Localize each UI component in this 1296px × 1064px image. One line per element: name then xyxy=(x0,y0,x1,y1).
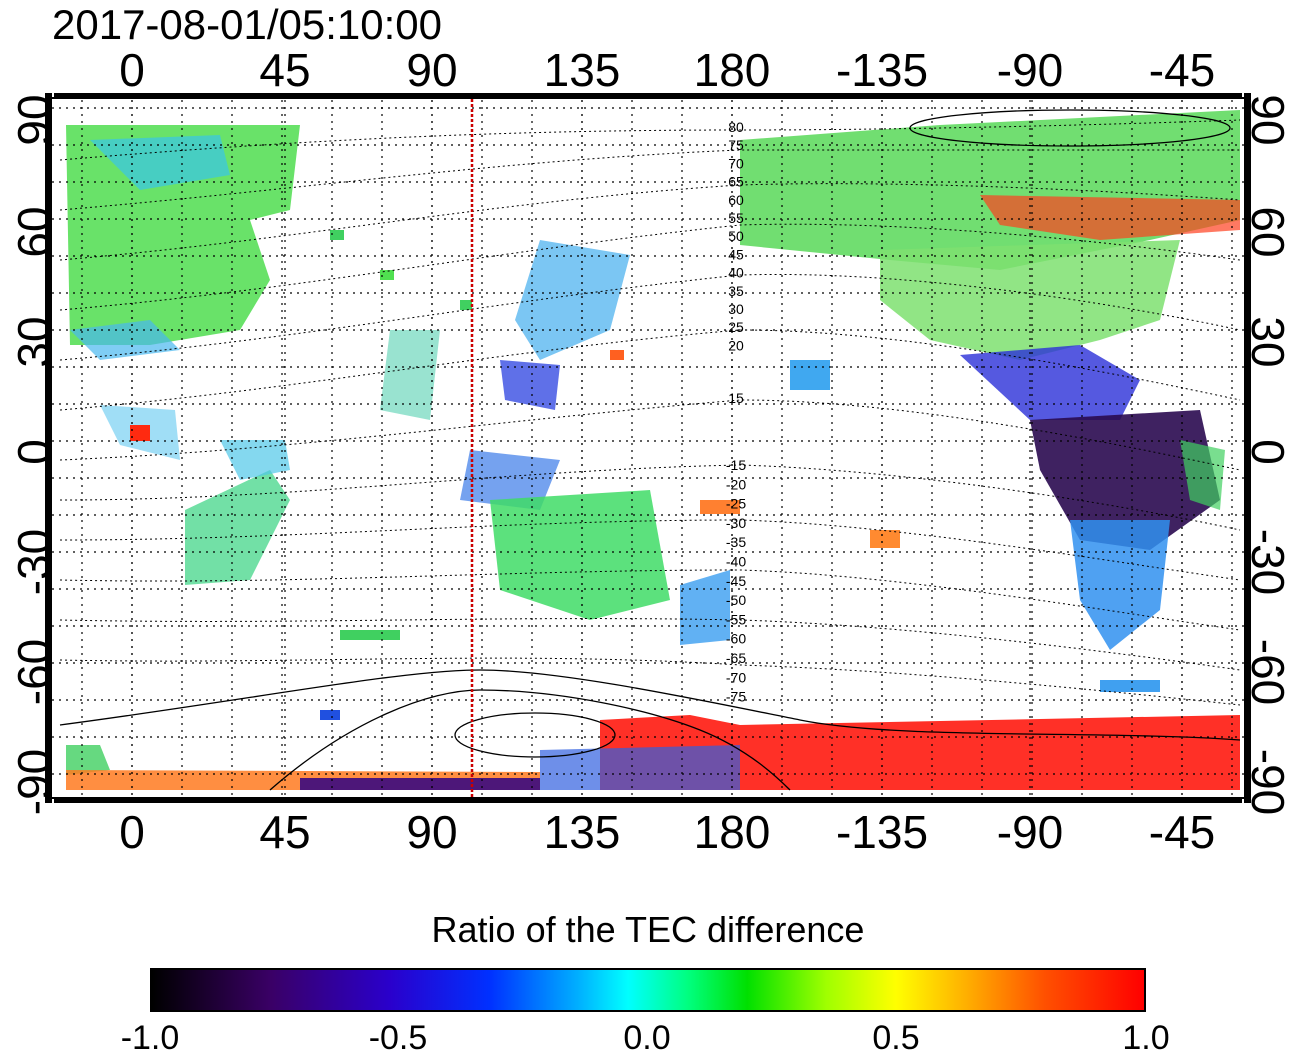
lat-tick-label-right: 90 xyxy=(1242,94,1294,145)
lon-tick-label: 45 xyxy=(259,44,310,96)
contour-label: 55 xyxy=(728,210,744,226)
lat-tick-label-left: 0 xyxy=(8,439,60,465)
contour-label: 15 xyxy=(728,390,744,406)
contour-label: -45 xyxy=(726,573,746,589)
lat-tick-label-left: -90 xyxy=(8,749,60,815)
lon-tick-label: 135 xyxy=(544,44,621,96)
contour-label: -40 xyxy=(726,554,746,570)
lon-tick-label: -90 xyxy=(997,44,1063,96)
lon-tick-label: 0 xyxy=(119,44,145,96)
contour-label: -35 xyxy=(726,534,746,550)
lon-tick-label: 180 xyxy=(694,44,771,96)
lat-tick-label-right: 60 xyxy=(1242,206,1294,257)
contour-label: -75 xyxy=(726,689,746,705)
lon-tick-label: -45 xyxy=(1149,44,1215,96)
lat-lon-grid xyxy=(52,100,1244,796)
contour-label: 25 xyxy=(728,319,744,335)
contour-label: 50 xyxy=(728,228,744,244)
contour-label: 30 xyxy=(728,301,744,317)
lon-tick-label: 0 xyxy=(119,806,145,858)
colorbar-title: Ratio of the TEC difference xyxy=(431,909,865,950)
lon-tick-label: 45 xyxy=(259,806,310,858)
contour-label: 75 xyxy=(728,137,744,153)
tec-data-regions xyxy=(66,110,1240,790)
contour-label: -55 xyxy=(726,611,746,627)
map-title: 2017-08-01/05:10:00 xyxy=(52,1,442,48)
lon-bottom-labels: 0 45 90 135 180 -135 -90 -45 xyxy=(119,806,1215,858)
contour-label: 80 xyxy=(728,119,744,135)
contour-label: 45 xyxy=(728,246,744,262)
lon-tick-label: 90 xyxy=(406,806,457,858)
colorbar xyxy=(150,968,1146,1012)
lon-tick-label: -135 xyxy=(836,806,928,858)
contour-label: -60 xyxy=(726,631,746,647)
lon-tick-label: -90 xyxy=(997,806,1063,858)
lat-left-labels: 90 60 30 0 -30 -60 -90 xyxy=(8,94,60,815)
lon-tick-label: -45 xyxy=(1149,806,1215,858)
lat-tick-label-right: -60 xyxy=(1242,639,1294,705)
lat-tick-label-right: -30 xyxy=(1242,529,1294,595)
lon-tick-label: 135 xyxy=(544,806,621,858)
tec-map: 80 75 70 65 60 55 50 45 40 35 30 25 20 15 -15 -20 -25 -30… xyxy=(8,44,1294,858)
colorbar-tick-label: -0.5 xyxy=(368,1019,428,1057)
lat-tick-label-right: -90 xyxy=(1242,749,1294,815)
lat-tick-label-left: 30 xyxy=(8,316,60,367)
contour-label: -20 xyxy=(726,476,746,492)
lat-tick-label-left: 60 xyxy=(8,206,60,257)
contour-label: -65 xyxy=(726,650,746,666)
lat-tick-label-left: -30 xyxy=(8,529,60,595)
colorbar-tick-label: 0.0 xyxy=(623,1019,671,1057)
contour-label: -15 xyxy=(726,457,746,473)
contour-label: -70 xyxy=(726,669,746,685)
auroral-oval-contours xyxy=(59,109,1241,791)
lat-tick-label-right: 30 xyxy=(1242,316,1294,367)
lon-top-labels: 0 45 90 135 180 -135 -90 -45 xyxy=(119,44,1215,96)
contour-label: 70 xyxy=(728,155,744,171)
contour-label: 60 xyxy=(728,192,744,208)
contour-label: -50 xyxy=(726,592,746,608)
lon-tick-label: 180 xyxy=(694,806,771,858)
contour-label: -30 xyxy=(726,515,746,531)
lon-tick-label: -135 xyxy=(836,44,928,96)
contour-label: 40 xyxy=(728,265,744,281)
contour-label: 65 xyxy=(728,174,744,190)
geomagnetic-contours xyxy=(59,119,1241,706)
colorbar-tick-label: 1.0 xyxy=(1122,1019,1170,1057)
lat-tick-label-left: -60 xyxy=(8,639,60,705)
lat-tick-label-left: 90 xyxy=(8,94,60,145)
lon-tick-label: 90 xyxy=(406,44,457,96)
lat-right-labels: 90 60 30 0 -30 -60 -90 xyxy=(1242,94,1294,815)
colorbar-tick-label: 0.5 xyxy=(872,1019,920,1057)
contour-label: -25 xyxy=(726,496,746,512)
lat-tick-label-right: 0 xyxy=(1242,439,1294,465)
contour-label: 35 xyxy=(728,283,744,299)
contour-label: 20 xyxy=(728,337,744,353)
contour-labels: 80 75 70 65 60 55 50 45 40 35 30 25 20 15 -15 -20 -25 -30… xyxy=(726,119,746,705)
map-svg: 80 75 70 65 60 55 50 45 40 35 30 25 20 15 -15 -20 -25 -30… xyxy=(8,44,1294,858)
colorbar-tick-label: -1.0 xyxy=(120,1019,180,1057)
